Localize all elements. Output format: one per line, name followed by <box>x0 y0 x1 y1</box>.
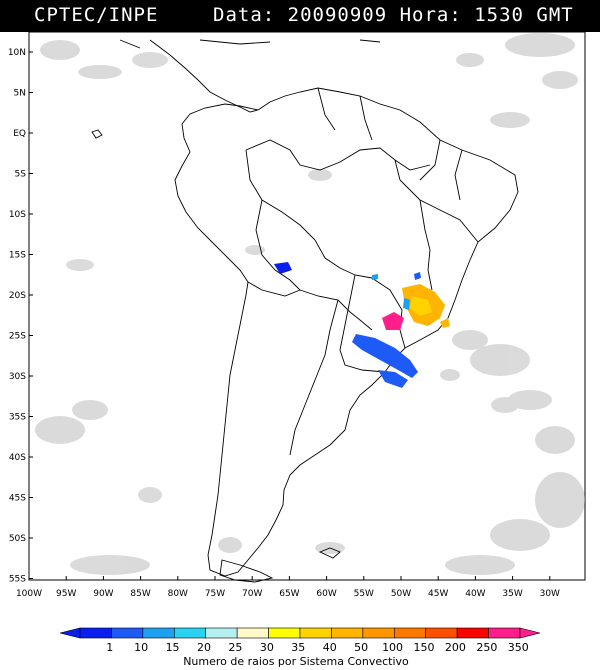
lat-label: 35S <box>9 413 26 423</box>
legend-swatch <box>173 627 207 639</box>
lat-label: EQ <box>13 129 26 139</box>
lon-label: 30W <box>540 589 560 599</box>
legend-swatch <box>393 627 427 639</box>
legend-value: 25 <box>228 641 242 654</box>
system-small-orange <box>440 318 450 328</box>
legend-swatch <box>79 627 112 639</box>
legend-value: 350 <box>508 641 529 654</box>
system-parana <box>382 312 404 330</box>
lat-label: 50S <box>9 534 26 544</box>
lon-label: 95W <box>56 589 76 599</box>
color-legend: 1 10 15 20 25 30 35 40 50 100 150 200 250 350 <box>59 627 541 654</box>
legend-swatch <box>456 627 489 639</box>
legend-swatch <box>362 627 395 639</box>
legend-arrow-right <box>519 627 541 639</box>
lon-label: 65W <box>279 589 299 599</box>
coastlines <box>91 39 519 583</box>
lat-label: 25S <box>9 332 26 342</box>
system-southern-band-2 <box>378 370 408 388</box>
system-minas-core <box>410 296 432 316</box>
legend-value: 15 <box>166 641 180 654</box>
system-small-cyan <box>403 298 410 310</box>
lat-label: 45S <box>9 494 26 504</box>
lon-label: 45W <box>428 589 448 599</box>
latitude-axis: 10N 5N EQ 5S 10S 15S 20S 25S 30S 35S 40S 45S 50S 55S <box>8 48 33 585</box>
legend-value: 100 <box>382 641 403 654</box>
lon-label: 80W <box>168 589 188 599</box>
lon-label: 100W <box>16 589 42 599</box>
source-label: CPTEC/INPE <box>34 4 159 26</box>
legend-value: 35 <box>291 641 305 654</box>
lon-label: 35W <box>502 589 522 599</box>
map-header: CPTEC/INPE Data: 20090909 Hora: 1530 GMT <box>0 0 600 32</box>
legend-value: 40 <box>323 641 337 654</box>
legend-value: 150 <box>414 641 435 654</box>
legend-swatch <box>142 627 175 639</box>
legend-value: 20 <box>197 641 211 654</box>
legend-swatch <box>236 627 269 639</box>
legend-swatch <box>205 627 238 639</box>
lat-label: 40S <box>9 453 26 463</box>
lat-label: 5S <box>15 170 27 180</box>
lon-label: 90W <box>93 589 113 599</box>
lon-label: 55W <box>354 589 374 599</box>
legend-value: 200 <box>445 641 466 654</box>
lon-label: 50W <box>391 589 411 599</box>
lat-label: 20S <box>9 291 26 301</box>
lat-label: 10S <box>9 210 26 220</box>
lat-label: 30S <box>9 372 26 382</box>
legend-swatch <box>268 627 301 639</box>
system-bolivia <box>274 262 292 274</box>
lon-label: 70W <box>242 589 262 599</box>
lon-label: 75W <box>205 589 225 599</box>
lon-label: 85W <box>130 589 150 599</box>
lat-label: 5N <box>14 89 26 99</box>
lon-label: 60W <box>316 589 336 599</box>
cloud-cover <box>35 33 585 575</box>
legend-value: 10 <box>134 641 148 654</box>
legend-value: 50 <box>354 641 368 654</box>
system-small-blue <box>414 272 421 280</box>
legend-value: 250 <box>476 641 497 654</box>
lon-label: 40W <box>465 589 485 599</box>
legend-swatch <box>425 627 458 639</box>
lat-label: 55S <box>9 575 26 585</box>
longitude-axis: 100W 95W 90W 85W 80W 75W 70W 65W 60W 55W 50W 45W 40W… <box>16 576 560 599</box>
legend-arrow-left <box>59 627 81 639</box>
lat-label: 10N <box>8 48 26 58</box>
lat-label: 15S <box>9 251 26 261</box>
legend-value: 30 <box>260 641 274 654</box>
system-southern-band <box>352 334 418 378</box>
legend-swatch <box>488 627 521 639</box>
legend-swatch <box>299 627 332 639</box>
legend-title: Numero de raios por Sistema Convectivo <box>183 655 409 668</box>
legend-swatch <box>331 627 364 639</box>
system-small-cyan-2 <box>372 274 378 280</box>
datetime-label: Data: 20090909 Hora: 1530 GMT <box>213 4 574 26</box>
legend-value: 1 <box>106 641 113 654</box>
convective-systems <box>274 262 450 388</box>
legend-swatch <box>111 627 144 639</box>
